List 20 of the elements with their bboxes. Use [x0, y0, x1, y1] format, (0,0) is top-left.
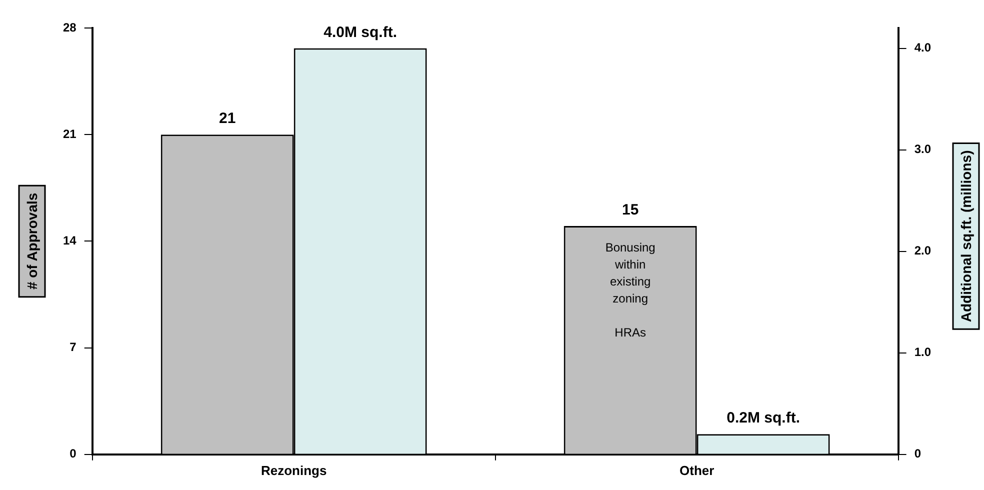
x-tick-label: Other [679, 462, 714, 478]
y2-tick-label: 4.0 [914, 40, 932, 55]
y-tick-label: 14 [62, 234, 77, 248]
annotation: HRAs [614, 325, 646, 340]
y-tick-label: 28 [62, 20, 77, 34]
y-axis-title: # of Approvals [24, 192, 40, 290]
data-label: 21 [219, 110, 236, 128]
x-tick-label: Rezonings [260, 462, 327, 478]
y2-tick-label: 1.0 [914, 345, 932, 360]
y-tick-label: 0 [70, 446, 77, 461]
y2-tick-label: 3.0 [914, 142, 932, 156]
data-label: 0.2M sq.ft. [726, 410, 800, 427]
y2-tick-label: 2.0 [914, 244, 932, 258]
data-label: 15 [622, 202, 639, 219]
y-tick-label: 7 [70, 340, 77, 354]
y2-axis-title: Additional sq.ft. (millions) [958, 150, 974, 322]
y2-tick-label: 0 [914, 446, 922, 461]
annotation: Bonusing within existing zoning [605, 240, 656, 306]
data-label: 4.0M sq.ft. [324, 24, 398, 41]
y-tick-label: 21 [62, 126, 77, 141]
